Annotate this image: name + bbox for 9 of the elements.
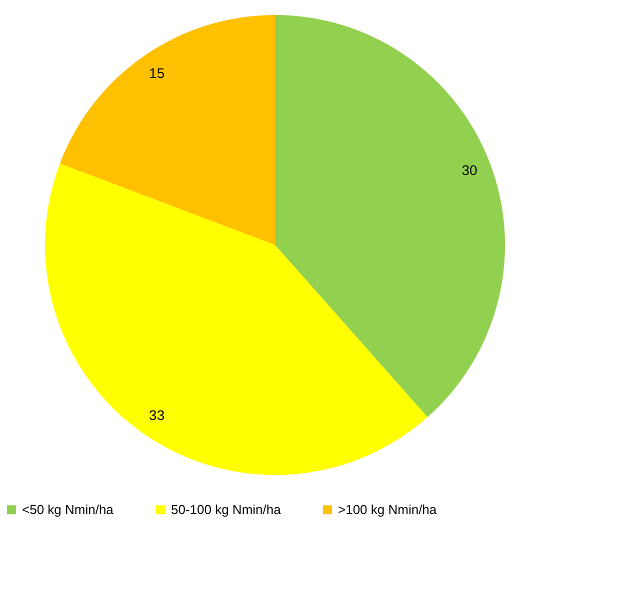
data-label: 33 [149,407,165,424]
pie-slice [45,163,428,475]
data-label: 30 [462,162,478,178]
data-label: 15 [149,64,165,81]
legend-label: 50-100 kg Nmin/ha [171,502,282,517]
legend-label: <50 kg Nmin/ha [22,502,114,517]
pie-slice [275,15,505,418]
pie-slice [60,15,275,245]
legend-label: >100 kg Nmin/ha [338,502,438,517]
